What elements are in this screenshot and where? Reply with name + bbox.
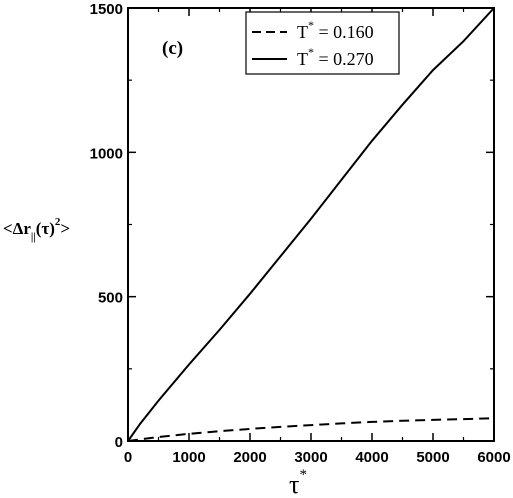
x-axis-label-main: τ xyxy=(289,470,299,498)
y-tick-label: 1500 xyxy=(90,1,123,18)
y-tick-label: 0 xyxy=(115,434,123,451)
legend-entry-1-sup: * xyxy=(308,18,314,32)
legend-entry-1: T* = 0.160 xyxy=(297,18,374,42)
y-axis-label-middle: (τ) xyxy=(36,219,55,238)
y-tick-label: 500 xyxy=(98,290,123,307)
y-axis-label: <Δr||(τ)2> xyxy=(3,216,70,243)
series-layer xyxy=(127,7,495,442)
legend-entry-2: T* = 0.270 xyxy=(297,45,374,69)
panel-label: (c) xyxy=(162,38,183,59)
y-axis-label-sub: || xyxy=(31,231,36,243)
x-tick-label: 6000 xyxy=(477,449,510,466)
x-tick-label: 0 xyxy=(124,449,132,466)
y-axis-label-close: > xyxy=(60,219,70,238)
legend-entry-2-prefix: T xyxy=(297,49,308,69)
series-line-2 xyxy=(127,7,495,442)
legend-entry-2-rest: = 0.270 xyxy=(314,49,374,69)
legend-entry-1-rest: = 0.160 xyxy=(314,22,374,42)
x-tick-label: 5000 xyxy=(416,449,449,466)
x-tick-label: 3000 xyxy=(294,449,327,466)
legend-box xyxy=(245,11,400,75)
x-tick-label: 1000 xyxy=(172,449,205,466)
legend-entry-2-sup: * xyxy=(308,45,314,59)
axis-tick-labels: 0 1000 2000 3000 4000 5000 6000 0 500 1000 1500 xyxy=(90,1,511,466)
series-line-1 xyxy=(127,417,495,442)
x-axis-label: τ* xyxy=(289,467,307,498)
legend: T* = 0.160 T* = 0.270 xyxy=(245,11,400,75)
y-axis-label-open: <Δr xyxy=(3,219,31,238)
x-tick-label: 2000 xyxy=(233,449,266,466)
x-tick-label: 4000 xyxy=(355,449,388,466)
y-tick-label: 1000 xyxy=(90,145,123,162)
y-axis-label-sup: 2 xyxy=(55,216,61,228)
legend-entry-1-prefix: T xyxy=(297,22,308,42)
x-axis-label-sup: * xyxy=(299,467,307,483)
